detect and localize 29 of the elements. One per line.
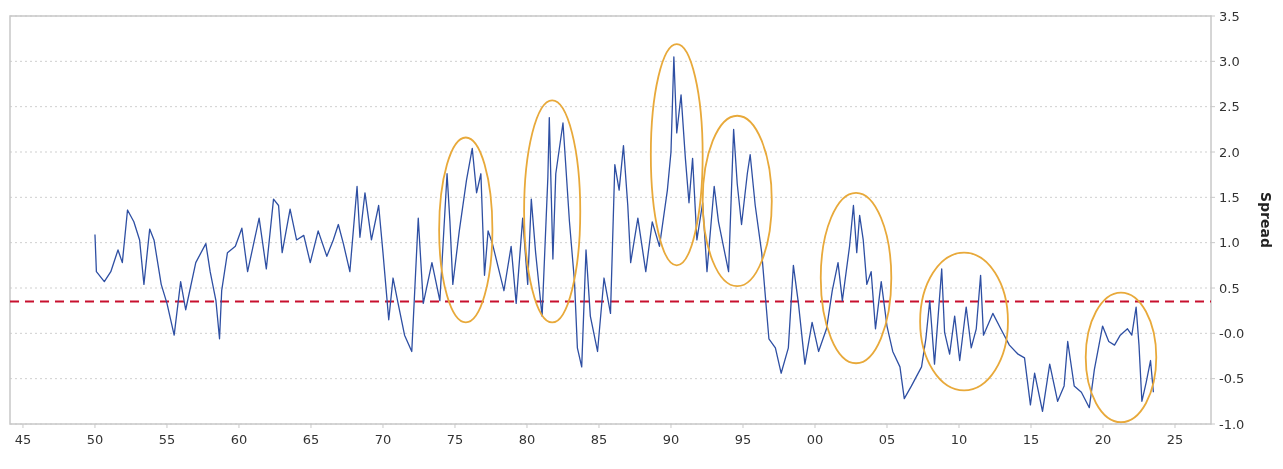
x-tick-label: 80 (518, 432, 536, 447)
x-tick-label: 55 (158, 432, 176, 447)
y-tick-label: -1.0 (1219, 416, 1245, 432)
y-tick-label: -0.5 (1219, 371, 1245, 387)
x-tick-label: 85 (590, 432, 608, 447)
x-tick-label: 10 (950, 432, 968, 447)
x-tick-label: 70 (374, 432, 392, 447)
y-tick-label: 1.5 (1219, 189, 1240, 205)
y-tick-label: 2.0 (1219, 144, 1240, 160)
x-tick-label: 95 (734, 432, 752, 447)
x-tick-label: 90 (662, 432, 680, 447)
x-tick-label: 20 (1094, 432, 1112, 447)
x-tick-label: 50 (86, 432, 104, 447)
x-tick-label: 45 (14, 432, 32, 447)
x-tick-label: 00 (806, 432, 824, 447)
y-tick-label: 3.5 (1219, 8, 1240, 24)
x-tick-label: 60 (230, 432, 248, 447)
y-axis-title: Spread (1258, 192, 1274, 248)
x-tick-label: 65 (302, 432, 320, 447)
y-tick-label: -0.0 (1219, 325, 1245, 341)
y-tick-label: 3.0 (1219, 53, 1240, 69)
x-tick-label: 05 (878, 432, 896, 447)
line-series (94, 56, 1155, 412)
x-tick-label: 25 (1166, 432, 1184, 447)
y-tick-label: 2.5 (1219, 99, 1240, 115)
y-tick-label: 1.0 (1219, 235, 1240, 251)
x-tick-label: 75 (446, 432, 464, 447)
y-tick-label: 0.5 (1219, 280, 1240, 296)
x-tick-label: 15 (1022, 432, 1040, 447)
